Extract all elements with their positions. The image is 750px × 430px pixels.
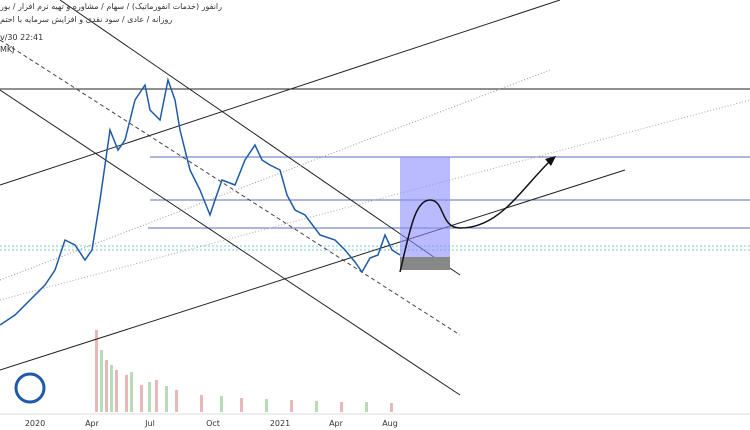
trend-line: [0, 69, 551, 281]
trend-line: [59, 0, 461, 276]
x-tick-label: Apr: [329, 419, 344, 428]
x-tick-label: 2021: [270, 419, 290, 428]
header-line: رانفور (خدمات انفورماتیک) / سهام / مشاور…: [0, 2, 222, 11]
projection-arrow: [399, 157, 554, 273]
logo: [14, 372, 46, 404]
trend-line: [0, 169, 626, 371]
header-line: روزانه / عادی / سود نقدی و افزایش سرمایه…: [0, 15, 172, 24]
stop-box: [400, 257, 450, 270]
x-tick-label: Jul: [144, 419, 155, 428]
price-line: [0, 77, 401, 326]
header-time: v/30 22:41: [0, 33, 43, 42]
header-code: MKJ: [0, 45, 15, 54]
x-tick-label: Aug: [382, 419, 398, 428]
x-tick-label: Apr: [85, 419, 100, 428]
target-box: [400, 157, 450, 257]
x-axis: 2020 Apr Jul Oct 2021 Apr Aug: [25, 419, 398, 428]
x-tick-label: 2020: [25, 419, 45, 428]
volume: [100, 350, 368, 412]
trend-line: [0, 0, 561, 186]
x-tick-label: Oct: [206, 419, 220, 428]
arrow-head: [545, 156, 556, 166]
trend-line: [0, 89, 461, 396]
trend-line: [0, 99, 750, 301]
trend-line: [0, 39, 461, 336]
volume: [95, 330, 393, 412]
